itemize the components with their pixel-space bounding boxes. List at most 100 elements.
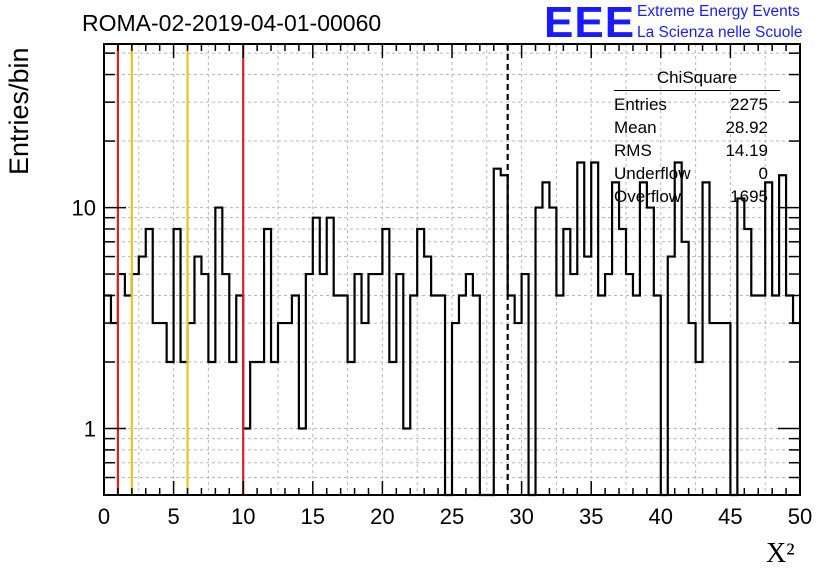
x-axis-label: X² [766, 538, 795, 569]
x-tick-label: 0 [98, 504, 110, 529]
x-tick-label: 15 [301, 504, 325, 529]
histogram-bin [424, 257, 431, 495]
histogram-bin [584, 257, 591, 495]
histogram-bin [765, 182, 772, 495]
histogram-bin [264, 229, 271, 495]
histogram-bin [382, 229, 389, 495]
histogram-bin [368, 274, 375, 495]
histogram-bin [292, 295, 299, 495]
histogram-bin [466, 274, 473, 495]
histogram-bin [696, 362, 703, 495]
histogram-bin [306, 274, 313, 495]
histogram-bin [229, 362, 236, 495]
histogram-bin [710, 323, 717, 495]
histogram-bin [160, 323, 167, 495]
histogram-bin [417, 229, 424, 495]
histogram-bin [222, 274, 229, 495]
histogram-bin [410, 295, 417, 495]
histogram-bin [570, 274, 577, 495]
histogram-bin [654, 295, 661, 495]
histogram-bin [348, 362, 355, 495]
stats-label: Entries [614, 95, 667, 114]
histogram-bin [556, 295, 563, 495]
histogram-bin [668, 257, 675, 495]
chart-title: ROMA-02-2019-04-01-00060 [82, 10, 382, 36]
histogram-bin [257, 362, 264, 495]
histogram-bin [201, 274, 208, 495]
histogram-bin [703, 182, 710, 495]
histogram-bin [549, 208, 556, 495]
axis-tick-labels: 0 5 10 15 20 25 30 35 40 45 50 1 10 [72, 196, 813, 529]
stats-row-entries: Entries 2275 [614, 93, 780, 116]
histogram-bin [612, 182, 619, 495]
histogram-bin [563, 229, 570, 495]
histogram-bin [605, 274, 612, 495]
stats-value: 1695 [730, 187, 768, 206]
histogram-bin [515, 323, 522, 495]
histogram-bin [716, 323, 723, 495]
histogram-outline [104, 161, 800, 497]
histogram-bin [215, 208, 222, 495]
histogram-bin [389, 362, 396, 495]
histogram-bin [341, 295, 348, 495]
histogram-bin [689, 323, 696, 495]
histogram-bin [104, 295, 111, 495]
histogram-bin [139, 257, 146, 495]
histogram-bin [278, 323, 285, 495]
histogram-bin [362, 323, 369, 495]
histogram-bin [758, 295, 765, 495]
x-tick-label: 30 [509, 504, 533, 529]
histogram-bin [682, 242, 689, 495]
y-tick-label: 1 [84, 416, 96, 441]
histogram-bin [793, 323, 800, 495]
histogram-bin [313, 218, 320, 495]
histogram-bin [542, 182, 549, 495]
histogram-bin [675, 162, 682, 495]
stats-label: Underflow [614, 164, 691, 183]
histogram-bin [459, 295, 466, 495]
stats-row-underflow: Underflow 0 [614, 162, 780, 185]
histogram-bin [772, 295, 779, 495]
stats-title: ChiSquare [614, 66, 780, 91]
histogram-bin [751, 295, 758, 495]
histogram-bin [737, 198, 744, 495]
histogram-bin [786, 295, 793, 495]
stats-value: 2275 [730, 95, 768, 114]
histogram-bin [647, 208, 654, 495]
x-tick-label: 10 [231, 504, 255, 529]
histogram-bin [153, 323, 160, 495]
stats-value: 14.19 [725, 141, 768, 160]
y-tick-label: 10 [72, 196, 96, 221]
histogram-bin [452, 323, 459, 495]
histogram-bin [626, 274, 633, 495]
histogram-bin [744, 229, 751, 495]
x-tick-label: 35 [579, 504, 603, 529]
histogram-bin [640, 182, 647, 495]
histogram-bins [104, 161, 800, 497]
histogram-bin [355, 274, 362, 495]
x-tick-label: 40 [649, 504, 673, 529]
histogram-bin [536, 208, 543, 495]
histogram-bin [250, 362, 257, 495]
histogram-bin [271, 362, 278, 495]
histogram-bin [146, 229, 153, 495]
stats-value: 0 [758, 164, 768, 183]
histogram-bin [194, 257, 201, 495]
logo-subtitle-1: Extreme Energy Events [637, 3, 800, 20]
histogram-bin [299, 428, 306, 495]
x-tick-label: 50 [788, 504, 812, 529]
stats-box: ChiSquare Entries 2275 Mean 28.92 RMS 14… [614, 66, 780, 208]
histogram-bin [396, 274, 403, 495]
y-axis-label: Entries/bin [4, 47, 34, 175]
histogram-bin [375, 274, 382, 495]
histogram-bin [494, 169, 501, 495]
histogram-bin [619, 229, 626, 495]
stats-label: Mean [614, 118, 657, 137]
axis-ticks [103, 44, 801, 496]
histogram-bin [577, 162, 584, 495]
histogram-bin [403, 428, 410, 495]
marker-lines [116, 44, 509, 495]
logo-subtitle-2: La Scienza nelle Scuole [637, 24, 803, 41]
histogram-bin [167, 362, 174, 495]
